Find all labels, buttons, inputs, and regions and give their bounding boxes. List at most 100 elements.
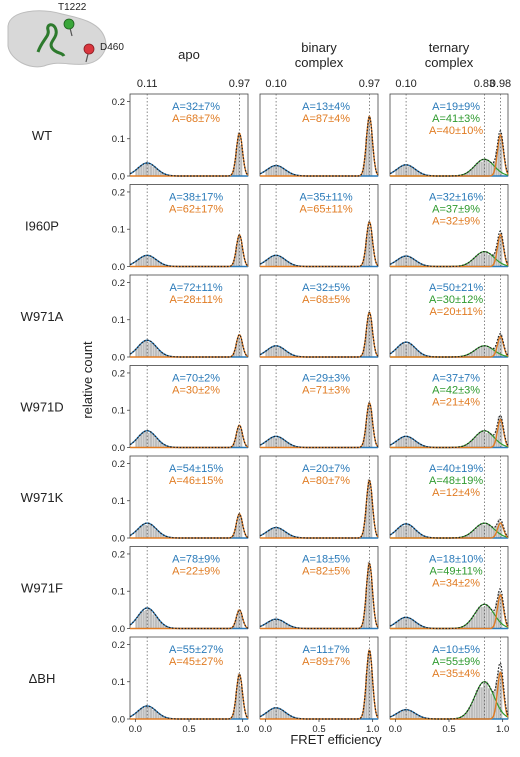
histogram-bar [155, 347, 157, 357]
column-title: apo [178, 47, 200, 62]
histogram-panel: A=18±5%A=82±5% [260, 547, 378, 629]
amplitude-label: A=55±27% [169, 644, 223, 656]
histogram-bar [488, 162, 490, 176]
histogram-bar [135, 619, 137, 628]
histogram-bar [143, 257, 145, 267]
amplitude-label: A=70±2% [172, 373, 220, 385]
histogram-bar [152, 527, 154, 538]
histogram-bar [410, 258, 412, 267]
amplitude-label: A=28±11% [169, 294, 222, 306]
histogram-bar [145, 610, 147, 628]
histogram-bar [280, 168, 282, 176]
histogram-bar [403, 256, 405, 267]
histogram-bar [278, 437, 280, 447]
histogram-panel: A=32±5%A=68±5% [260, 275, 378, 357]
histogram-bar [478, 348, 480, 357]
y-tick-label: 0.1 [112, 496, 125, 507]
histogram-bar [488, 607, 490, 629]
histogram-bar [270, 347, 272, 357]
y-tick-label: 0.2 [112, 640, 125, 651]
amplitude-label: A=45±27% [169, 656, 223, 668]
amplitude-label: A=20±11% [429, 306, 482, 318]
y-tick-label: 0.1 [112, 587, 125, 598]
histogram-bar [486, 347, 488, 357]
histogram-panel: A=50±21%A=30±12%A=20±11% [390, 275, 508, 357]
inset-label-top: T1222 [58, 2, 87, 13]
column-title: ternary [429, 40, 470, 55]
amplitude-label: A=34±2% [432, 578, 480, 590]
protein-body-shape [8, 11, 106, 67]
histogram-bar [145, 255, 147, 267]
right-marker-sphere [84, 44, 94, 54]
histogram-panel: A=38±17%A=62±17%0.00.10.2 [112, 185, 248, 274]
y-tick-label: 0.2 [112, 187, 125, 198]
histogram-bar [488, 688, 490, 719]
peak-position-label: 0.11 [137, 78, 158, 90]
histogram-bar [481, 687, 483, 719]
y-tick-label: 0.0 [112, 443, 125, 454]
amplitude-label: A=78±9% [172, 554, 220, 566]
row-label: ΔBH [29, 671, 56, 686]
x-tick-label: 0.0 [389, 724, 402, 735]
histogram-bar [273, 255, 275, 266]
histogram-bar [150, 610, 152, 629]
histogram-bar [400, 712, 402, 719]
histogram-bar [478, 525, 480, 538]
histogram-bar [140, 258, 142, 266]
y-tick-label: 0.2 [112, 97, 125, 108]
histogram-bar [403, 526, 405, 538]
histogram-bar [481, 253, 483, 266]
amplitude-label: A=38±17% [169, 192, 223, 204]
histogram-bar [486, 159, 488, 176]
histogram-bar [405, 437, 407, 447]
histogram-panel: A=20±7%A=80±7% [260, 456, 378, 538]
histogram-bar [412, 621, 414, 629]
histogram-bar [415, 261, 417, 266]
histogram-bar [408, 524, 410, 538]
histogram-bar [473, 167, 475, 176]
y-tick-label: 0.0 [112, 353, 125, 364]
histogram-bar [488, 433, 490, 448]
y-tick-label: 0.1 [112, 315, 125, 326]
y-tick-label: 0.2 [112, 278, 125, 289]
y-tick-label: 0.0 [112, 262, 125, 273]
histogram-bar [282, 531, 284, 538]
protein-structure-inset: T1222 D460 [8, 2, 124, 67]
histogram-bar [140, 345, 142, 357]
histogram-bar [400, 258, 402, 267]
amplitude-label: A=71±3% [302, 385, 350, 397]
histogram-bar [150, 524, 152, 538]
amplitude-label: A=18±10% [429, 554, 483, 566]
histogram-bar [490, 255, 492, 266]
histogram-bar [486, 681, 488, 719]
column-title: complex [295, 55, 344, 70]
histogram-bar [408, 166, 410, 176]
histogram-bar [478, 607, 480, 629]
histogram-bar [143, 708, 145, 719]
histogram-bar [486, 253, 488, 267]
histogram-bar [486, 605, 488, 629]
histogram-bar [282, 711, 284, 719]
histogram-bar [278, 347, 280, 357]
y-tick-label: 0.0 [112, 534, 125, 545]
histogram-bar [282, 440, 284, 447]
histogram-bar [398, 260, 400, 267]
histogram-bar [415, 350, 417, 357]
histogram-bar [278, 257, 280, 267]
column-title: complex [425, 55, 474, 70]
histogram-bar [481, 162, 483, 176]
histogram-bar [488, 524, 490, 538]
amplitude-label: A=37±7% [432, 373, 480, 385]
histogram-bar [278, 166, 280, 176]
histogram-bar [138, 347, 140, 357]
amplitude-label: A=68±5% [302, 294, 350, 306]
histogram-bar [273, 529, 275, 538]
histogram-bar [471, 169, 473, 176]
row-label: W971F [21, 581, 63, 596]
histogram-panel: A=32±7%A=68±7%0.00.10.2 [112, 94, 248, 183]
histogram-bar [273, 709, 275, 719]
histogram-bar [476, 436, 478, 447]
histogram-bar [488, 255, 490, 267]
histogram-bar [368, 227, 370, 266]
